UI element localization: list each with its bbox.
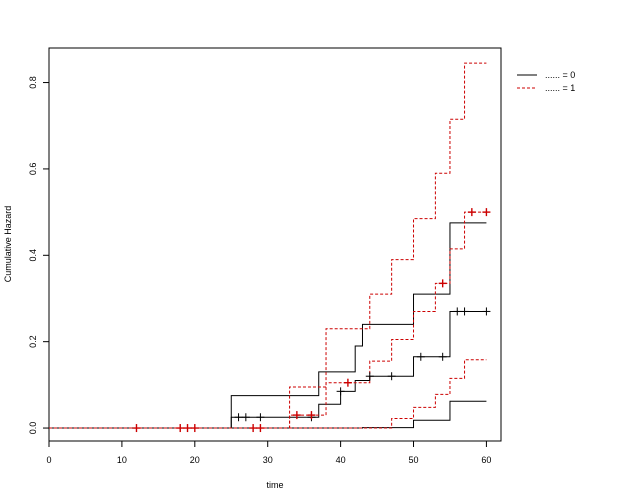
- censor-mark-group-1: [132, 424, 141, 433]
- series-line-group-1-upper: [49, 62, 487, 429]
- x-tick-label: 0: [46, 455, 51, 465]
- censor-mark-group-1: [249, 424, 258, 433]
- censor-mark-group-1: [183, 424, 192, 433]
- x-tick-label: 10: [117, 455, 127, 465]
- censor-mark-group-0: [482, 307, 491, 316]
- censor-mark-group-0: [453, 307, 462, 316]
- censor-mark-group-0: [234, 413, 243, 422]
- x-tick-label: 40: [336, 455, 346, 465]
- x-tick-label: 50: [409, 455, 419, 465]
- censor-mark-group-1: [467, 208, 476, 217]
- censor-mark-group-0: [336, 387, 345, 396]
- x-axis: 0 10 20 30 40 50 60: [46, 440, 491, 465]
- censor-mark-group-1: [482, 208, 491, 217]
- y-axis: 0.0 0.2 0.4 0.6 0.8: [28, 76, 49, 434]
- series-line-group-1-estimate: [49, 211, 487, 429]
- plot-frame: [48, 47, 502, 442]
- censor-mark-group-0: [438, 352, 447, 361]
- censor-mark-group-0: [256, 413, 265, 422]
- y-tick-label: 0.6: [28, 163, 38, 176]
- censor-mark-group-1: [438, 279, 447, 288]
- censor-mark-group-1: [307, 411, 316, 420]
- series-line-group-0-upper: [49, 222, 487, 429]
- censor-mark-group-0: [241, 413, 250, 422]
- y-tick-label: 0.8: [28, 76, 38, 89]
- censor-mark-group-0: [416, 352, 425, 361]
- censor-mark-group-0: [365, 372, 374, 381]
- legend-label-group-0: ...... = 0: [545, 70, 575, 80]
- series-layer: [49, 62, 487, 429]
- y-tick-label: 0.2: [28, 335, 38, 348]
- y-tick-label: 0.4: [28, 249, 38, 262]
- x-tick-label: 60: [481, 455, 491, 465]
- y-axis-label: Cumulative Hazard: [3, 206, 13, 283]
- censor-mark-group-0: [387, 372, 396, 381]
- x-axis-label: time: [266, 480, 283, 490]
- legend-label-group-1: ...... = 1: [545, 83, 575, 93]
- censor-mark-group-1: [176, 424, 185, 433]
- series-line-group-0-estimate: [49, 310, 487, 429]
- censor-mark-group-1: [343, 378, 352, 387]
- censor-mark-group-1: [190, 424, 199, 433]
- censor-mark-group-1: [256, 424, 265, 433]
- legend: ...... = 0 ...... = 1: [517, 70, 575, 93]
- x-tick-label: 20: [190, 455, 200, 465]
- series-line-group-1-lower: [49, 359, 487, 429]
- censor-marks: [132, 208, 491, 433]
- y-tick-label: 0.0: [28, 422, 38, 435]
- x-tick-label: 30: [263, 455, 273, 465]
- series-line-group-0-lower: [49, 400, 487, 429]
- censor-mark-group-0: [460, 307, 469, 316]
- censor-mark-group-1: [292, 411, 301, 420]
